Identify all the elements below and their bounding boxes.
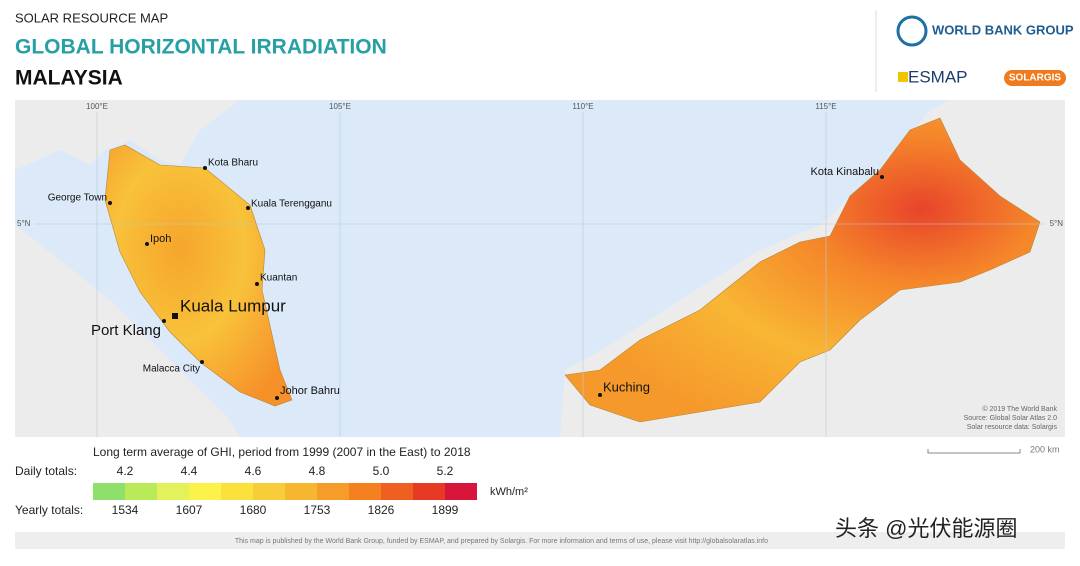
yearly-tick: 1607: [176, 503, 203, 517]
solargis-logo: SOLARGIS: [1009, 73, 1062, 84]
grid-label: 110°E: [572, 102, 593, 111]
legend-swatch: [285, 483, 317, 500]
city-label: Kota Kinabalu: [811, 166, 880, 178]
grid-label: 5°N: [1050, 219, 1064, 228]
city-label: Kota Bharu: [208, 158, 258, 169]
country: MALAYSIA: [15, 67, 123, 90]
grid-label: 105°E: [329, 102, 351, 111]
daily-tick: 5.2: [437, 464, 454, 478]
wb-globe: [896, 15, 928, 47]
footer: This map is published by the World Bank …: [235, 538, 768, 545]
subtitle: SOLAR RESOURCE MAP: [15, 10, 168, 25]
legend-swatch: [189, 483, 221, 500]
city-dot: [162, 319, 166, 323]
east-malaysia: [564, 117, 1041, 423]
scale-label: 200 km: [1030, 444, 1060, 454]
city-dot: [880, 175, 884, 179]
daily-label: Daily totals:: [15, 464, 77, 478]
daily-tick: 4.6: [245, 464, 262, 478]
grid-label: 100°E: [86, 102, 108, 111]
yearly-tick: 1826: [368, 503, 395, 517]
legend-swatch: [317, 483, 349, 500]
legend-swatch: [125, 483, 157, 500]
legend-swatch: [349, 483, 381, 500]
legend: Long term average of GHI, period from 19…: [15, 445, 528, 517]
city-label: Johor Bahru: [280, 385, 340, 397]
title: GLOBAL HORIZONTAL IRRADIATION: [15, 36, 387, 59]
legend-swatch: [445, 483, 477, 500]
footer-bar: [15, 532, 1065, 549]
scale-bar: [927, 449, 1021, 454]
solargis-badge: [1004, 70, 1066, 86]
yearly-label: Yearly totals:: [15, 503, 83, 517]
city-label: Kuantan: [260, 273, 297, 284]
legend-swatch: [253, 483, 285, 500]
peninsular-malaysia: [104, 144, 293, 407]
unit: kWh/m²: [490, 486, 528, 498]
city-label: Kuala Lumpur: [180, 296, 286, 315]
city-dot: [598, 393, 602, 397]
credit: © 2019 The World Bank: [982, 405, 1057, 413]
city-dot: [203, 166, 207, 170]
wb-logo: WORLD BANK GROUP: [932, 22, 1074, 37]
city-label: Ipoh: [150, 233, 171, 245]
city-label: Kuching: [603, 379, 650, 394]
credit: Source: Global Solar Atlas 2.0: [964, 415, 1057, 422]
city-dot: [275, 396, 279, 400]
credit: Solar resource data: Solargis: [967, 424, 1058, 431]
city-label: Kuala Terengganu: [251, 199, 332, 210]
esmap-icon: [898, 72, 908, 82]
legend-swatch: [157, 483, 189, 500]
grid-label: 5°N: [17, 219, 31, 228]
map: 100°E 105°E 110°E 115°E 5°N 5°N Kota Bharu Geo…: [15, 100, 1065, 437]
legend-title: Long term average of GHI, period from 19…: [93, 445, 471, 459]
city-label: Port Klang: [91, 322, 161, 339]
daily-tick: 4.4: [181, 464, 198, 478]
legend-swatch: [93, 483, 125, 500]
city-dot: [246, 206, 250, 210]
esmap-logo: ESMAP: [908, 67, 968, 86]
daily-tick: 5.0: [373, 464, 390, 478]
city-dot: [200, 360, 204, 364]
legend-swatch: [221, 483, 253, 500]
daily-tick: 4.2: [117, 464, 134, 478]
yearly-tick: 1899: [432, 503, 459, 517]
yearly-tick: 1680: [240, 503, 267, 517]
city-label: George Town: [48, 193, 107, 204]
capital-marker: [172, 313, 178, 319]
legend-swatch: [381, 483, 413, 500]
legend-swatch: [413, 483, 445, 500]
city-label: Malacca City: [143, 364, 200, 375]
city-dot: [108, 201, 112, 205]
daily-tick: 4.8: [309, 464, 326, 478]
thailand: [15, 100, 240, 170]
city-dot: [145, 242, 149, 246]
grid-label: 115°E: [815, 102, 836, 111]
watermark: 头条 @光伏能源圈: [835, 516, 1017, 541]
city-dot: [255, 282, 259, 286]
yearly-tick: 1753: [304, 503, 331, 517]
sumatra: [15, 225, 240, 437]
yearly-tick: 1534: [112, 503, 139, 517]
